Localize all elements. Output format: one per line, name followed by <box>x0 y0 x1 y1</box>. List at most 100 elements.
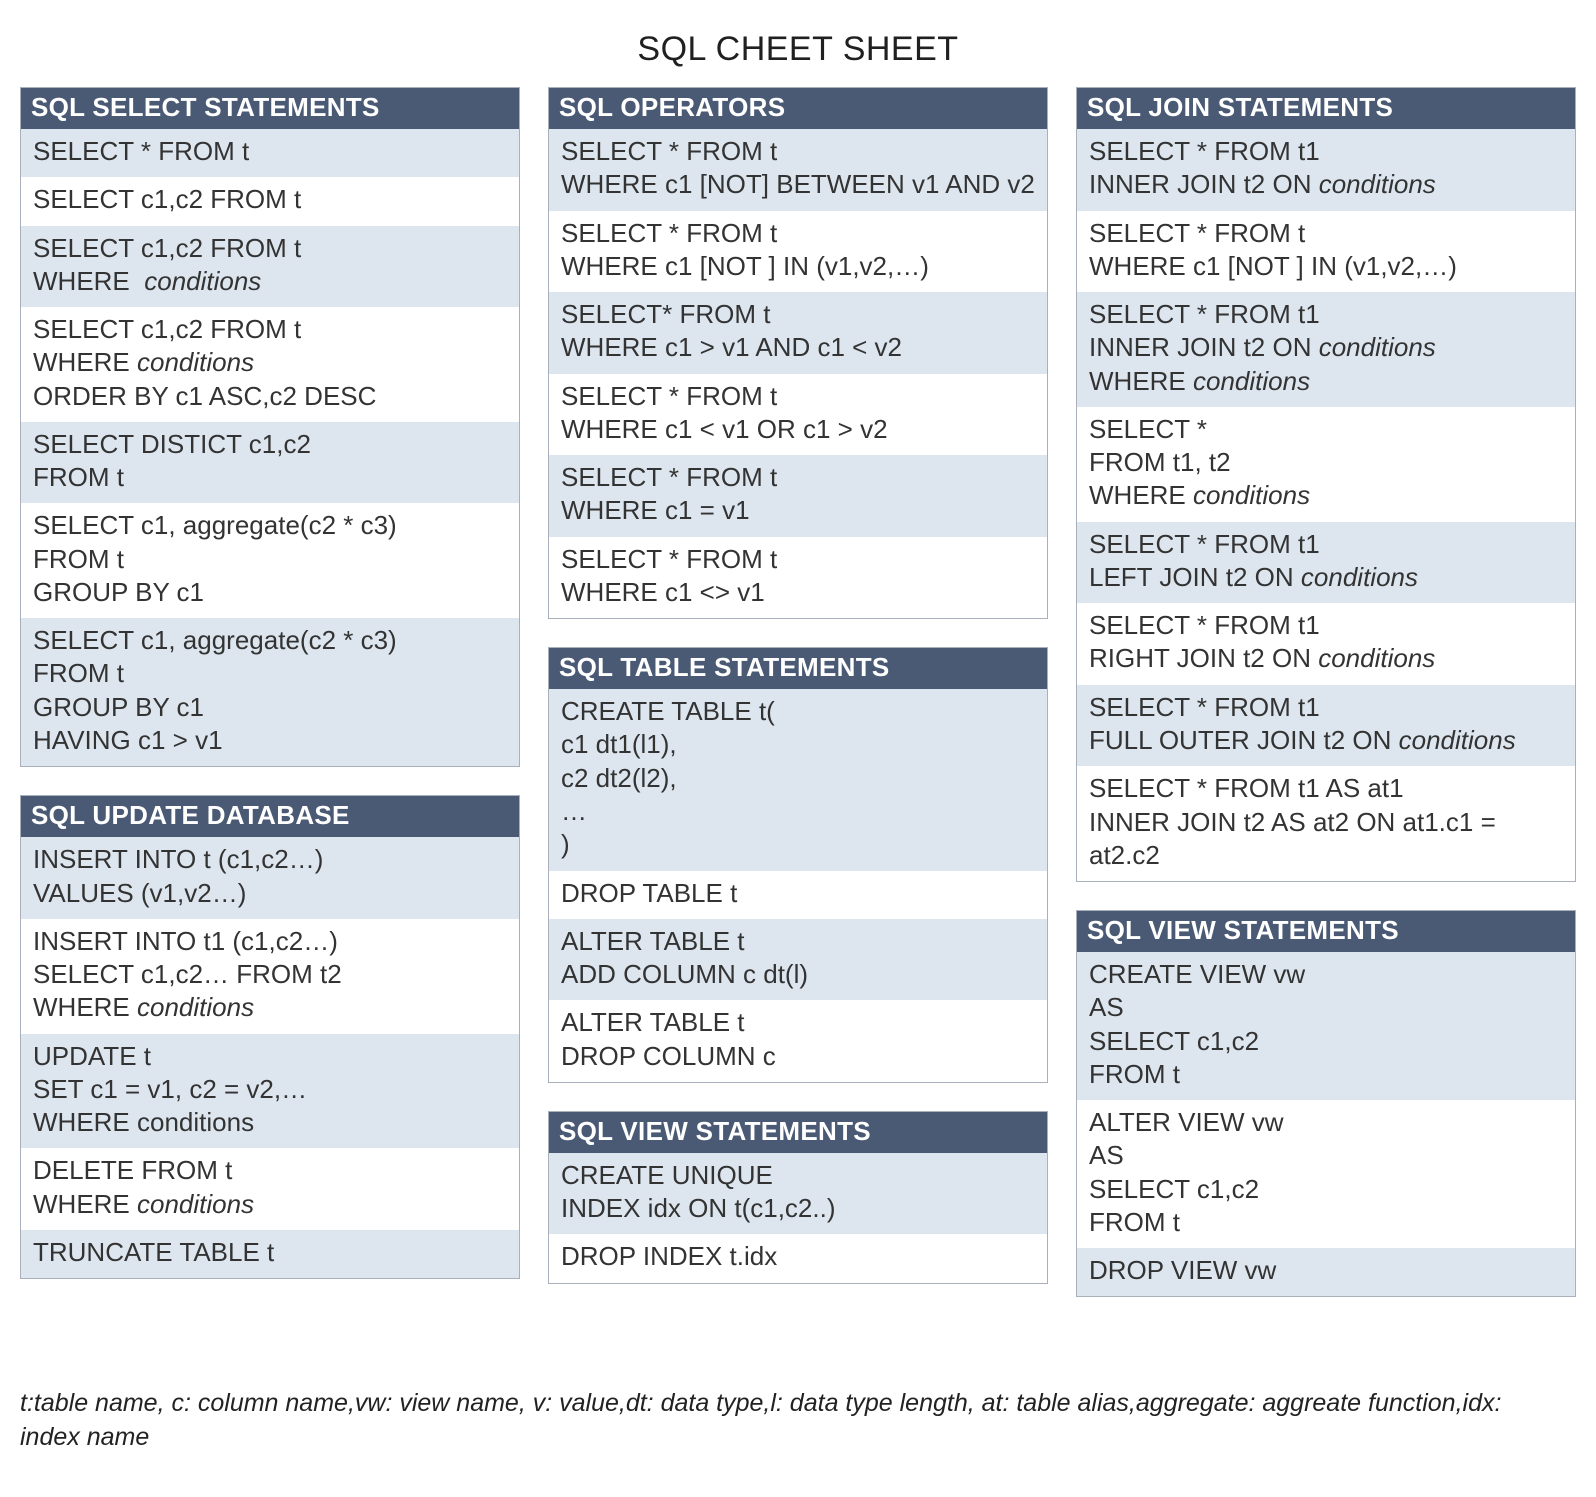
italic-segment: conditions <box>1193 366 1310 396</box>
panel-body: CREATE TABLE t( c1 dt1(l1), c2 dt2(l2), … <box>549 689 1047 1082</box>
column-1: SQL OPERATORS SELECT * FROM t WHERE c1 [N… <box>548 87 1048 1284</box>
panel-body: SELECT * FROM t WHERE c1 [NOT] BETWEEN v… <box>549 129 1047 618</box>
panel: SQL VIEW STATEMENTSCREATE VIEW vw AS SEL… <box>1076 910 1576 1297</box>
text-segment: SELECT * FROM t WHERE c1 = v1 <box>561 462 777 525</box>
code-row: SELECT * FROM t WHERE c1 < v1 OR c1 > v2 <box>549 374 1047 456</box>
code-row: INSERT INTO t1 (c1,c2…) SELECT c1,c2… FR… <box>21 919 519 1034</box>
text-segment: ORDER BY c1 ASC,c2 DESC <box>33 381 376 411</box>
code-row: ALTER VIEW vw AS SELECT c1,c2 FROM t <box>1077 1100 1575 1248</box>
panel-body: CREATE UNIQUE INDEX idx ON t(c1,c2..) DRO… <box>549 1153 1047 1283</box>
panel-body: SELECT * FROM t1 INNER JOIN t2 ON condit… <box>1077 129 1575 881</box>
panel-header: SQL SELECT STATEMENTS <box>21 88 519 129</box>
text-segment: SELECT * FROM t1 LEFT JOIN t2 ON <box>1089 529 1320 592</box>
code-row: SELECT * FROM t1 RIGHT JOIN t2 ON condit… <box>1077 603 1575 685</box>
italic-segment: conditions <box>1318 643 1435 673</box>
text-segment: SELECT * FROM t1 FULL OUTER JOIN t2 ON <box>1089 692 1399 755</box>
page-title: SQL CHEET SHEET <box>20 30 1576 69</box>
italic-segment: conditions <box>137 992 254 1022</box>
code-row: UPDATE t SET c1 = v1, c2 = v2,… WHERE co… <box>21 1034 519 1149</box>
panel-header: SQL VIEW STATEMENTS <box>549 1112 1047 1153</box>
code-row: SELECT * FROM t1 INNER JOIN t2 ON condit… <box>1077 292 1575 407</box>
italic-segment: conditions <box>1301 562 1418 592</box>
code-row: SELECT c1, aggregate(c2 * c3) FROM t GRO… <box>21 503 519 618</box>
panel-header: SQL UPDATE DATABASE <box>21 796 519 837</box>
text-segment: ALTER TABLE t DROP COLUMN c <box>561 1007 776 1070</box>
panel-body: CREATE VIEW vw AS SELECT c1,c2 FROM t ALT… <box>1077 952 1575 1296</box>
code-row: CREATE VIEW vw AS SELECT c1,c2 FROM t <box>1077 952 1575 1100</box>
text-segment: CREATE UNIQUE INDEX idx ON t(c1,c2..) <box>561 1160 836 1223</box>
text-segment: CREATE VIEW vw AS SELECT c1,c2 FROM t <box>1089 959 1305 1089</box>
panel-header: SQL OPERATORS <box>549 88 1047 129</box>
code-row: SELECT * FROM t <box>21 129 519 177</box>
code-row: SELECT * FROM t1 AS at1 INNER JOIN t2 AS… <box>1077 766 1575 881</box>
code-row: ALTER TABLE t ADD COLUMN c dt(l) <box>549 919 1047 1001</box>
code-row: SELECT * FROM t WHERE c1 [NOT] BETWEEN v… <box>549 129 1047 211</box>
panel-header: SQL VIEW STATEMENTS <box>1077 911 1575 952</box>
italic-segment: conditions <box>1193 480 1310 510</box>
italic-segment: conditions <box>1319 332 1436 362</box>
text-segment: INSERT INTO t (c1,c2…) VALUES (v1,v2…) <box>33 844 323 907</box>
text-segment: SELECT c1,c2 FROM t <box>33 184 301 214</box>
text-segment: CREATE TABLE t( c1 dt1(l1), c2 dt2(l2), … <box>561 696 775 859</box>
text-segment: SELECT * FROM t1 AS at1 INNER JOIN t2 AS… <box>1089 773 1503 870</box>
text-segment: SELECT * FROM t WHERE c1 [NOT] BETWEEN v… <box>561 136 1035 199</box>
text-segment: DROP VIEW vw <box>1089 1255 1276 1285</box>
text-segment: SELECT * FROM t WHERE c1 [NOT ] IN (v1,v… <box>561 218 929 281</box>
text-segment: WHERE <box>1089 366 1193 396</box>
panel-header: SQL TABLE STATEMENTS <box>549 648 1047 689</box>
panel: SQL UPDATE DATABASE INSERT INTO t (c1,c2…… <box>20 795 520 1279</box>
code-row: SELECT * FROM t1 INNER JOIN t2 ON condit… <box>1077 129 1575 211</box>
code-row: ALTER TABLE t DROP COLUMN c <box>549 1000 1047 1082</box>
panel-body: SELECT * FROM t SELECT c1,c2 FROM t SELECT… <box>21 129 519 766</box>
text-segment: UPDATE t SET c1 = v1, c2 = v2,… WHERE co… <box>33 1041 307 1138</box>
code-row: CREATE UNIQUE INDEX idx ON t(c1,c2..) <box>549 1153 1047 1235</box>
panel: SQL TABLE STATEMENTS CREATE TABLE t( c1 d… <box>548 647 1048 1083</box>
legend-text: t:table name, c: column name,vw: view na… <box>20 1387 1540 1455</box>
text-segment: SELECT * FROM t1 RIGHT JOIN t2 ON <box>1089 610 1320 673</box>
text-segment: DROP TABLE t <box>561 878 737 908</box>
text-segment: ALTER VIEW vw AS SELECT c1,c2 FROM t <box>1089 1107 1284 1237</box>
panel: SQL JOIN STATEMENTSSELECT * FROM t1 INNE… <box>1076 87 1576 882</box>
code-row: SELECT * FROM t1, t2 WHERE conditions <box>1077 407 1575 522</box>
text-segment: DROP INDEX t.idx <box>561 1241 777 1271</box>
panel: SQL OPERATORS SELECT * FROM t WHERE c1 [N… <box>548 87 1048 619</box>
italic-segment: conditions <box>137 1189 254 1219</box>
code-row: SELECT * FROM t1 FULL OUTER JOIN t2 ON c… <box>1077 685 1575 767</box>
text-segment: TRUNCATE TABLE t <box>33 1237 274 1267</box>
text-segment: SELECT * FROM t <box>33 136 249 166</box>
text-segment: SELECT * FROM t1 INNER JOIN t2 ON <box>1089 299 1320 362</box>
code-row: SELECT c1,c2 FROM t WHERE conditions <box>21 226 519 308</box>
code-row: SELECT * FROM t WHERE c1 = v1 <box>549 455 1047 537</box>
panel: SQL VIEW STATEMENTSCREATE UNIQUE INDEX i… <box>548 1111 1048 1284</box>
text-segment: SELECT * FROM t WHERE c1 < v1 OR c1 > v2 <box>561 381 888 444</box>
code-row: SELECT DISTICT c1,c2 FROM t <box>21 422 519 504</box>
text-segment: SELECT* FROM t WHERE c1 > v1 AND c1 < v2 <box>561 299 902 362</box>
italic-segment: conditions <box>144 266 261 296</box>
italic-segment: conditions <box>1319 169 1436 199</box>
code-row: SELECT c1,c2 FROM t <box>21 177 519 225</box>
column-2: SQL JOIN STATEMENTSSELECT * FROM t1 INNE… <box>1076 87 1576 1297</box>
code-row: CREATE TABLE t( c1 dt1(l1), c2 dt2(l2), … <box>549 689 1047 870</box>
code-row: DROP TABLE t <box>549 871 1047 919</box>
code-row: DROP INDEX t.idx <box>549 1234 1047 1282</box>
code-row: SELECT c1, aggregate(c2 * c3) FROM t GRO… <box>21 618 519 766</box>
text-segment: ALTER TABLE t ADD COLUMN c dt(l) <box>561 926 808 989</box>
italic-segment: conditions <box>137 347 254 377</box>
italic-segment: conditions <box>1399 725 1516 755</box>
panel-header: SQL JOIN STATEMENTS <box>1077 88 1575 129</box>
text-segment: SELECT * FROM t1 INNER JOIN t2 ON <box>1089 136 1320 199</box>
code-row: SELECT * FROM t WHERE c1 [NOT ] IN (v1,v… <box>549 211 1047 293</box>
text-segment: SELECT c1, aggregate(c2 * c3) FROM t GRO… <box>33 510 397 607</box>
code-row: DROP VIEW vw <box>1077 1248 1575 1296</box>
text-segment: SELECT c1, aggregate(c2 * c3) FROM t GRO… <box>33 625 397 755</box>
code-row: DELETE FROM t WHERE conditions <box>21 1148 519 1230</box>
column-0: SQL SELECT STATEMENTSSELECT * FROM tSELE… <box>20 87 520 1279</box>
code-row: SELECT * FROM t WHERE c1 <> v1 <box>549 537 1047 619</box>
code-row: SELECT * FROM t WHERE c1 [NOT ] IN (v1,v… <box>1077 211 1575 293</box>
text-segment: SELECT DISTICT c1,c2 FROM t <box>33 429 311 492</box>
panel: SQL SELECT STATEMENTSSELECT * FROM tSELE… <box>20 87 520 767</box>
code-row: SELECT* FROM t WHERE c1 > v1 AND c1 < v2 <box>549 292 1047 374</box>
text-segment: SELECT * FROM t WHERE c1 <> v1 <box>561 544 777 607</box>
code-row: SELECT * FROM t1 LEFT JOIN t2 ON conditi… <box>1077 522 1575 604</box>
columns-container: SQL SELECT STATEMENTSSELECT * FROM tSELE… <box>20 87 1576 1297</box>
